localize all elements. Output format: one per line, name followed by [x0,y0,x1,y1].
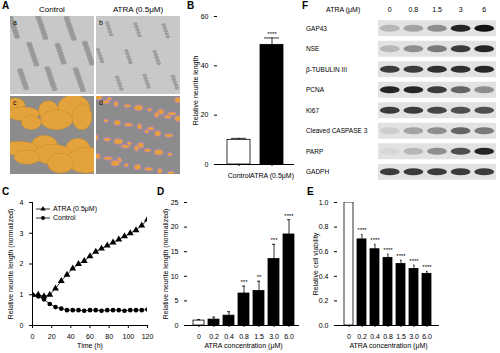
svg-text:PARP: PARP [306,148,323,155]
svg-text:1.5: 1.5 [254,333,264,340]
svg-text:ATRA (0.5μM): ATRA (0.5μM) [250,172,294,180]
svg-text:20: 20 [48,333,56,340]
svg-text:0: 0 [20,322,24,329]
html-text:E: E [307,186,314,197]
html-text:A: A [2,0,10,11]
svg-text:0.8: 0.8 [239,333,249,340]
svg-text:****: **** [383,247,393,253]
svg-text:0: 0 [197,333,201,340]
svg-text:25: 25 [171,199,179,206]
svg-text:GAP43: GAP43 [306,25,327,32]
svg-text:0.4: 0.4 [319,273,329,280]
svg-text:1: 1 [20,291,24,298]
svg-text:Control: Control [39,5,65,14]
svg-text:Time (h): Time (h) [77,342,103,350]
svg-text:***: *** [240,279,248,285]
svg-text:0.0: 0.0 [319,322,329,329]
svg-text:3.0: 3.0 [269,333,279,340]
svg-text:10: 10 [171,273,179,280]
svg-text:80: 80 [105,333,113,340]
svg-text:4: 4 [20,199,24,206]
svg-text:6.0: 6.0 [284,333,294,340]
svg-text:0.8: 0.8 [409,6,419,13]
svg-text:3: 3 [20,229,24,236]
svg-text:20: 20 [171,223,179,230]
svg-text:GADPH: GADPH [306,168,329,175]
svg-text:d: d [99,99,103,106]
svg-text:0: 0 [31,333,35,340]
svg-text:0: 0 [347,333,351,340]
svg-text:ATRA concentration (μM): ATRA concentration (μM) [204,342,282,350]
svg-text:15: 15 [171,248,179,255]
svg-text:Relative neurite length: Relative neurite length [192,56,200,126]
svg-text:1.0: 1.0 [319,199,329,206]
svg-text:0: 0 [175,322,179,329]
svg-text:0.8: 0.8 [383,333,393,340]
html-text:ATRA (0.5μM): ATRA (0.5μM) [53,205,97,212]
svg-text:60: 60 [86,333,94,340]
svg-text:ATRA (μM): ATRA (μM) [326,6,360,14]
svg-text:a: a [13,19,17,26]
svg-text:Relative neurite length (norma: Relative neurite length (normalized) [7,209,15,320]
svg-text:0.2: 0.2 [209,333,219,340]
svg-text:6.0: 6.0 [422,333,432,340]
svg-text:3: 3 [459,6,463,13]
svg-text:Relative cell viability: Relative cell viability [312,232,320,295]
svg-text:2: 2 [20,260,24,267]
svg-text:****: **** [409,258,419,264]
html-text:F: F [302,0,309,11]
svg-text:****: **** [422,264,432,270]
svg-text:40: 40 [201,62,209,69]
svg-text:0: 0 [388,6,392,13]
svg-text:β-TUBULIN III: β-TUBULIN III [306,66,347,74]
svg-text:0.2: 0.2 [357,333,367,340]
svg-text:60: 60 [201,13,209,20]
svg-text:****: **** [284,213,294,219]
svg-text:Cleaved CASPASE 3: Cleaved CASPASE 3 [306,127,368,134]
svg-text:ATRA concentration (μM): ATRA concentration (μM) [349,342,427,350]
html-text:B: B [187,0,195,11]
svg-text:***: *** [270,237,278,243]
svg-text:b: b [99,19,103,26]
svg-text:Ki67: Ki67 [306,107,319,114]
svg-text:0.4: 0.4 [224,333,234,340]
html-text:C: C [2,186,10,197]
svg-text:0.4: 0.4 [370,333,380,340]
svg-text:1.5: 1.5 [396,333,406,340]
svg-text:1.5: 1.5 [432,6,442,13]
svg-text:NSE: NSE [306,45,320,52]
svg-text:5: 5 [175,297,179,304]
svg-text:0: 0 [205,161,209,168]
svg-text:120: 120 [142,333,154,340]
svg-text:3.0: 3.0 [409,333,419,340]
svg-text:**: ** [257,274,262,280]
svg-text:****: **** [267,31,277,37]
html-text:D: D [157,186,165,197]
svg-text:0.8: 0.8 [319,223,329,230]
svg-text:****: **** [396,253,406,259]
svg-text:****: **** [357,227,367,233]
svg-text:PCNA: PCNA [306,86,325,93]
svg-text:Control: Control [228,172,251,179]
svg-text:****: **** [370,237,380,243]
svg-text:ATRA (0.5μM): ATRA (0.5μM) [113,5,164,14]
html-text:Control: Control [53,214,76,221]
svg-text:0.2: 0.2 [319,297,329,304]
svg-text:6: 6 [482,6,486,13]
svg-text:40: 40 [67,333,75,340]
svg-text:100: 100 [122,333,134,340]
svg-text:Relative neurite length (norma: Relative neurite length (normalized) [162,209,170,320]
svg-text:0.6: 0.6 [319,248,329,255]
svg-text:20: 20 [201,111,209,118]
svg-text:c: c [13,99,17,106]
